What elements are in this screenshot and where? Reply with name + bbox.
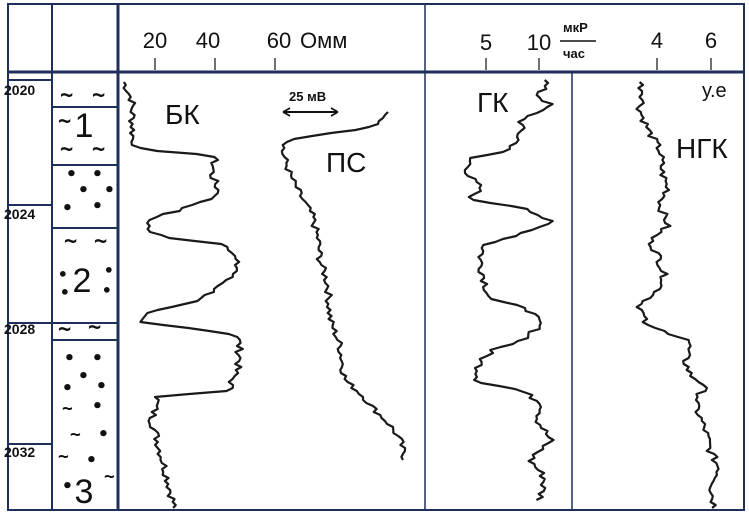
sand-symbol: •: [62, 476, 73, 497]
gk-curve-label: ГК: [477, 87, 509, 118]
bk-scale-tick-40: 40: [196, 28, 220, 53]
sand-symbol: •: [92, 164, 103, 185]
gk-scale-tick-10: 10: [527, 30, 551, 55]
depth-label-2020: 2020: [4, 82, 35, 98]
sand-symbol: •: [102, 281, 112, 300]
clay-symbol: ~: [60, 137, 73, 162]
gk-unit-denominator: час: [563, 46, 585, 61]
clay-symbol: ~: [94, 229, 107, 254]
clay-symbol: ~: [104, 466, 115, 487]
layer-label-1: 1: [75, 107, 94, 145]
bk-scale-unit: Омм: [300, 28, 347, 53]
sand-symbol: •: [92, 396, 103, 417]
ps-scale-bar: 25 мВ: [282, 89, 339, 117]
sand-symbol: •: [104, 261, 114, 280]
ngk-unit: у.е: [702, 80, 727, 102]
clay-symbol: ~: [62, 398, 73, 419]
ps-curve: [280, 111, 407, 461]
sand-symbol: •: [66, 164, 77, 185]
lithology-column: ~ ~~~ ~• ••• ••~ ~• •• •~ ~• ••• •~ •~ •~ •~• 1 2 3: [52, 83, 118, 511]
sand-symbol: •: [92, 196, 103, 217]
lithology-symbols: ~ ~~~ ~• ••• ••~ ~• •• •~ ~• ••• •~ •~ •~ •~•: [58, 83, 115, 497]
clay-symbol: ~: [88, 315, 101, 340]
layer-label-3: 3: [75, 473, 94, 511]
depth-label-2032: 2032: [4, 444, 35, 460]
clay-symbol: ~: [58, 109, 71, 134]
gk-scale-tick-5: 5: [480, 30, 492, 55]
depth-ticks: [8, 79, 52, 445]
sand-symbol: •: [62, 378, 73, 399]
gk-unit-numerator: мкР: [563, 20, 588, 35]
sheet-frame: [7, 3, 745, 511]
depth-label-2024: 2024: [4, 206, 35, 222]
clay-symbol: ~: [58, 446, 69, 467]
bk-scale-tick-60: 60: [267, 28, 291, 53]
ps-scale-label: 25 мВ: [289, 89, 326, 104]
sand-symbol: •: [64, 348, 75, 369]
ps-curve-label: ПС: [326, 147, 366, 178]
sand-symbol: •: [96, 376, 107, 397]
depth-label-2028: 2028: [4, 321, 35, 337]
depth-column: 2020 2024 2028 2032: [4, 79, 52, 460]
bk-scale-header: 20 40 60 Омм: [143, 28, 347, 70]
sand-symbol: •: [86, 450, 97, 471]
layer-label-2: 2: [73, 262, 92, 300]
sand-symbol: •: [98, 424, 109, 445]
ngk-scale-header: 4 6 у.е: [651, 28, 727, 102]
gk-scale-header: 5 10 мкР час: [480, 20, 596, 70]
sand-symbol: •: [92, 348, 103, 369]
clay-symbol: ~: [70, 424, 81, 445]
ngk-curve: [635, 81, 720, 509]
sand-symbol: •: [60, 283, 70, 302]
sand-symbol: •: [104, 180, 115, 201]
gk-curve: [463, 79, 555, 501]
bk-curve-label: БК: [165, 99, 200, 130]
bk-scale-tick-20: 20: [143, 28, 167, 53]
ngk-scale-tick-4: 4: [651, 28, 663, 53]
ngk-curve-label: НГК: [676, 133, 728, 164]
lithology-boundaries: [52, 106, 118, 341]
sand-symbol: •: [62, 198, 73, 219]
clay-symbol: ~: [64, 229, 77, 254]
ngk-scale-tick-6: 6: [705, 28, 717, 53]
ps-scale-arrows: [282, 107, 339, 117]
sand-symbol: •: [78, 180, 89, 201]
bk-curve: [122, 81, 244, 509]
clay-symbol: ~: [92, 83, 105, 108]
clay-symbol: ~: [58, 317, 71, 342]
sand-symbol: •: [58, 265, 68, 284]
clay-symbol: ~: [92, 137, 105, 162]
sand-symbol: •: [78, 366, 89, 387]
clay-symbol: ~: [60, 83, 73, 108]
